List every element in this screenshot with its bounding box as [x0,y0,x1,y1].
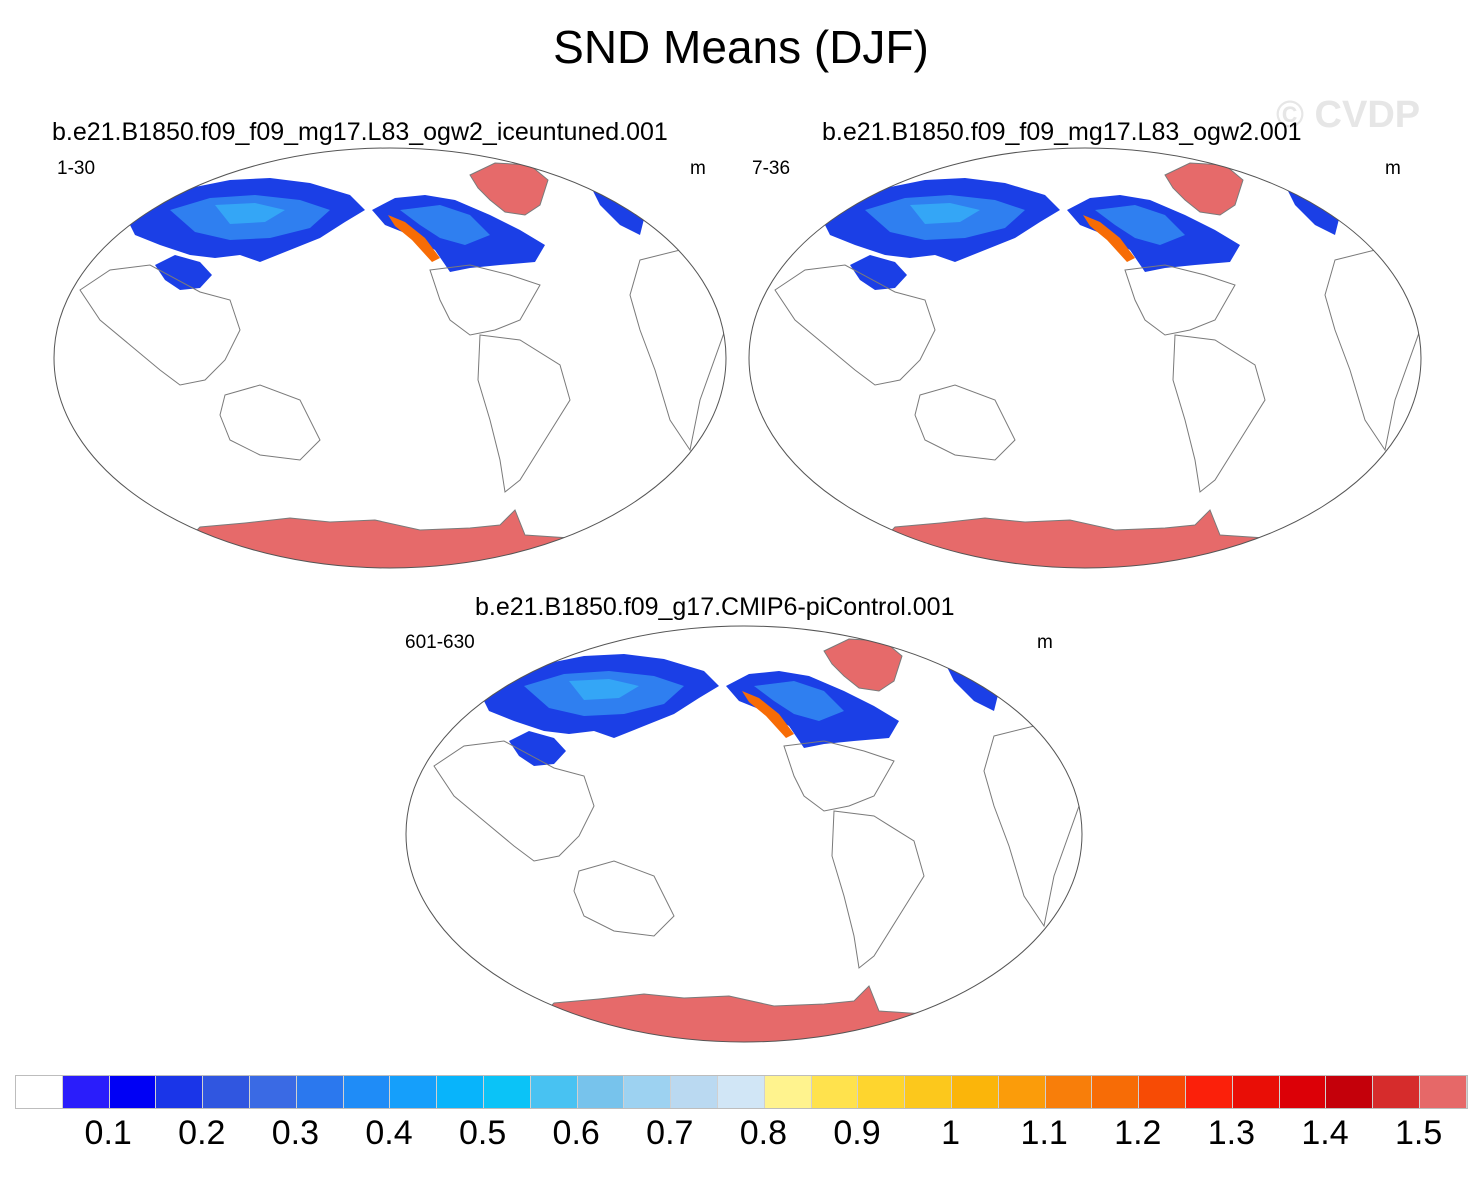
map-panel-1 [53,147,727,569]
north-america-snow-mid [400,205,490,245]
colorbar-label: 1.1 [1020,1114,1068,1152]
colorbar-box [1092,1076,1140,1108]
rockies-deep-snow [388,215,440,262]
colorbar-box [1279,1076,1327,1108]
colorbar-label: 1.3 [1207,1114,1256,1152]
map-frame [405,625,1083,1043]
map-frame [748,147,1422,569]
greenland-ice [469,162,549,216]
map-frame [53,147,727,569]
rockies-deep-snow [742,691,794,738]
panel-2-years: 7-36 [752,158,791,179]
colorbar-box [624,1076,672,1108]
colorbar-label: 0.2 [178,1114,226,1152]
colorbar-box [1185,1076,1233,1108]
colorbar-box [905,1076,952,1108]
coastline [433,740,595,862]
scandinavia-snow [944,661,999,711]
colorbar-label: 0.1 [84,1114,132,1152]
eurasia-snow-light [215,203,285,224]
tibet-snow [850,255,907,290]
map-panel-2 [748,147,1422,569]
colorbar-box [1232,1076,1280,1108]
map-panel-3 [405,625,1083,1043]
coastline [573,860,675,937]
colorbar-box [951,1076,999,1108]
coastline [477,334,571,493]
colorbar-label: 1.5 [1394,1114,1443,1152]
colorbar-box [811,1076,859,1108]
coastline [783,740,895,812]
colorbar-box [764,1076,812,1108]
rockies-deep-snow [1083,215,1135,262]
colorbar-box [390,1076,438,1108]
colorbar-box [671,1076,718,1108]
panel-2-units: m [1385,158,1401,179]
eurasia-snow-light [569,679,639,700]
coastline [1172,334,1266,493]
colorbar-box [1419,1076,1467,1108]
antarctica-ice [533,985,965,1042]
colorbar-box [62,1076,110,1108]
tibet-snow [155,255,212,290]
colorbar-box [1045,1076,1093,1108]
scandinavia-snow [590,185,645,235]
panel-3-years: 601-630 [405,632,475,653]
greenland-ice [1164,162,1244,216]
colorbar [15,1075,1468,1109]
coastline [831,810,925,969]
colorbar-box [109,1076,157,1108]
colorbar-box [998,1076,1046,1108]
panel-1-units: m [690,158,706,179]
eurasia-snow-light [910,203,980,224]
colorbar-box [1139,1076,1186,1108]
colorbar-label: 0.8 [739,1114,788,1152]
colorbar-label: 1.4 [1301,1114,1349,1152]
colorbar-box [530,1076,578,1108]
panel-3-units: m [1037,632,1053,653]
colorbar-box [343,1076,391,1108]
cvdp-watermark: © CVDP [1276,94,1421,136]
panel-3-title: b.e21.B1850.f09_g17.CMIP6-piControl.001 [475,593,955,621]
colorbar-box [717,1076,765,1108]
colorbar-label: 0.9 [833,1114,881,1152]
colorbar-box [577,1076,625,1108]
colorbar-box [203,1076,250,1108]
colorbar-label: 0.3 [271,1114,320,1152]
panel-2-title: b.e21.B1850.f09_f09_mg17.L83_ogw2.001 [822,118,1302,146]
colorbar-box [156,1076,204,1108]
coastline [219,384,321,461]
colorbar-box [858,1076,906,1108]
scandinavia-snow [1285,185,1340,235]
colorbar-label: 1.2 [1114,1114,1162,1152]
antarctica-ice [179,509,611,568]
figure-title: SND Means (DJF) [553,21,929,73]
colorbar-box [483,1076,531,1108]
coastline [914,384,1016,461]
coastline [1124,264,1236,336]
coastline [79,264,241,386]
colorbar-box [437,1076,484,1108]
colorbar-box [249,1076,297,1108]
colorbar-box [296,1076,344,1108]
coastline [774,264,936,386]
panel-1-years: 1-30 [57,158,96,179]
colorbar-box [16,1076,63,1108]
colorbar-box [1373,1076,1420,1108]
coastline [429,264,541,336]
colorbar-label: 0.4 [365,1114,413,1152]
colorbar-label: 1 [941,1114,961,1152]
colorbar-label: 0.6 [552,1114,600,1152]
panel-1-title: b.e21.B1850.f09_f09_mg17.L83_ogw2_iceunt… [52,118,668,146]
colorbar-label: 0.5 [458,1114,507,1152]
colorbar-box [1326,1076,1374,1108]
north-america-snow-mid [1095,205,1185,245]
tibet-snow [509,731,566,766]
antarctica-ice [874,509,1306,568]
coastline [983,725,1080,928]
north-america-snow-mid [754,681,844,721]
colorbar-label: 0.7 [646,1114,694,1152]
